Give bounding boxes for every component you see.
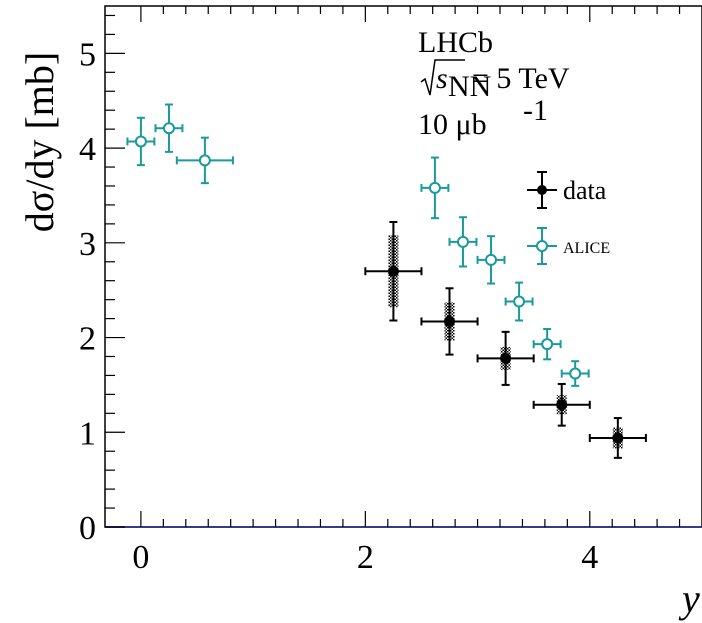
legend: data ALICE (527, 171, 610, 265)
y-tick-label: 2 (79, 321, 96, 358)
y-axis-ticks: 0 1 2 3 4 5 (79, 14, 125, 547)
marker (162, 122, 175, 135)
data-point-alice (560, 360, 590, 387)
plot-frame (104, 5, 702, 528)
energy-symbol: s (436, 62, 448, 95)
sqrt-sign (420, 59, 465, 96)
data-point-alice (448, 216, 478, 268)
energy-label: s NN = 5 TeV (420, 59, 570, 103)
marker (428, 181, 441, 194)
series-alice (126, 103, 590, 387)
legend-label-alice: ALICE (563, 240, 610, 257)
y-tick-label: 0 (79, 510, 96, 547)
marker (444, 315, 456, 327)
luminosity-value: 10 μb (418, 108, 487, 141)
y-tick-label: 5 (79, 36, 96, 73)
x-tick-label: 2 (357, 539, 374, 576)
data-point-alice (175, 136, 234, 185)
data-point-data (420, 287, 479, 356)
marker (541, 338, 554, 351)
data-point-alice (532, 328, 562, 361)
y-axis-title: dσ/dy [mb] (17, 52, 62, 232)
marker (612, 432, 624, 444)
marker (134, 135, 147, 148)
legend-label-data: data (563, 176, 607, 205)
marker (500, 352, 512, 364)
luminosity-exponent: -1 (523, 94, 548, 127)
data-point-alice (126, 116, 156, 167)
marker (456, 235, 469, 248)
x-axis-title: y (678, 576, 700, 621)
marker (569, 367, 582, 380)
data-point-alice (476, 235, 506, 285)
marker (387, 265, 399, 277)
legend-entry-alice: ALICE (527, 227, 610, 265)
marker (485, 253, 498, 266)
data-point-data (532, 382, 591, 427)
luminosity-label: 10 μb -1 (418, 94, 548, 141)
marker (556, 399, 568, 411)
energy-value: = 5 TeV (472, 62, 570, 95)
x-axis-ticks: 0 2 4 (132, 6, 681, 576)
series-data (364, 220, 647, 459)
data-point-data (364, 220, 423, 322)
x-tick-label: 4 (581, 539, 598, 576)
y-tick-label: 4 (79, 131, 96, 168)
data-point-alice (504, 281, 534, 322)
legend-entry-data: data (527, 171, 607, 209)
marker (198, 154, 211, 167)
experiment-label: LHCb (418, 26, 493, 59)
x-tick-label: 0 (132, 539, 149, 576)
energy-subscript: NN (448, 70, 491, 103)
data-point-data (588, 417, 647, 459)
plot-border (104, 5, 702, 528)
data-point-data (476, 330, 535, 386)
data-point-alice (154, 103, 184, 153)
y-tick-label: 1 (79, 415, 96, 452)
y-tick-label: 3 (79, 226, 96, 263)
marker (513, 295, 526, 308)
data-marks (126, 103, 647, 459)
data-point-alice (420, 156, 450, 220)
